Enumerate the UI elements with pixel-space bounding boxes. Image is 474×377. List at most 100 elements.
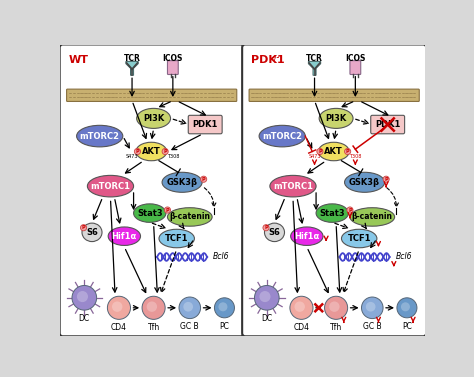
Circle shape xyxy=(81,225,87,231)
Circle shape xyxy=(219,302,228,311)
Polygon shape xyxy=(309,61,321,75)
Ellipse shape xyxy=(77,125,123,147)
Text: Tfh: Tfh xyxy=(330,323,342,332)
Text: Stat3: Stat3 xyxy=(137,208,163,218)
Text: β-catenin: β-catenin xyxy=(352,213,393,221)
Ellipse shape xyxy=(316,204,348,222)
Circle shape xyxy=(72,285,97,310)
Circle shape xyxy=(164,207,171,213)
FancyBboxPatch shape xyxy=(167,61,178,75)
Ellipse shape xyxy=(87,175,134,197)
Text: mTORC1: mTORC1 xyxy=(91,182,130,191)
Circle shape xyxy=(317,149,323,155)
Circle shape xyxy=(179,297,201,319)
Circle shape xyxy=(142,296,165,319)
Text: S6: S6 xyxy=(269,228,281,237)
Text: AKT: AKT xyxy=(142,147,161,156)
Ellipse shape xyxy=(162,172,202,192)
Ellipse shape xyxy=(341,229,377,248)
Text: P: P xyxy=(82,225,85,230)
FancyBboxPatch shape xyxy=(60,44,244,336)
Text: P: P xyxy=(348,207,352,213)
Text: PI3K: PI3K xyxy=(326,114,346,123)
Text: Tfh: Tfh xyxy=(147,323,160,332)
Text: ICOS: ICOS xyxy=(345,54,365,63)
Text: Bcl6: Bcl6 xyxy=(395,253,412,262)
FancyBboxPatch shape xyxy=(66,89,237,101)
Text: GSK3β: GSK3β xyxy=(166,178,198,187)
Ellipse shape xyxy=(350,208,395,226)
Circle shape xyxy=(325,296,347,319)
Text: GC B: GC B xyxy=(181,322,199,331)
Text: P: P xyxy=(264,225,268,230)
Text: Bcl6: Bcl6 xyxy=(213,253,229,262)
Text: P: P xyxy=(165,207,169,213)
Text: S473: S473 xyxy=(308,154,321,159)
Ellipse shape xyxy=(108,227,140,245)
Text: P: P xyxy=(318,149,322,154)
Text: P: P xyxy=(202,177,205,182)
FancyBboxPatch shape xyxy=(350,61,361,75)
Circle shape xyxy=(263,225,269,231)
Circle shape xyxy=(383,176,389,182)
Text: S473: S473 xyxy=(126,154,138,159)
Ellipse shape xyxy=(167,208,212,226)
Text: PC: PC xyxy=(402,322,412,331)
Circle shape xyxy=(347,207,353,213)
Text: WT: WT xyxy=(69,55,89,65)
Text: DC: DC xyxy=(79,314,90,323)
Ellipse shape xyxy=(159,229,194,248)
Polygon shape xyxy=(126,61,138,75)
Circle shape xyxy=(362,297,383,319)
Text: mTORC1: mTORC1 xyxy=(273,182,313,191)
Ellipse shape xyxy=(270,175,316,197)
Circle shape xyxy=(146,302,157,312)
Text: P: P xyxy=(384,177,388,182)
Ellipse shape xyxy=(136,142,167,161)
Circle shape xyxy=(112,302,122,312)
Ellipse shape xyxy=(319,108,353,129)
Text: TCR: TCR xyxy=(306,54,323,63)
Text: Hif1α: Hif1α xyxy=(112,232,137,241)
Text: PDK1: PDK1 xyxy=(375,120,401,129)
Circle shape xyxy=(259,291,271,302)
Text: PDK1: PDK1 xyxy=(192,120,218,129)
Ellipse shape xyxy=(82,223,102,242)
Circle shape xyxy=(77,291,88,302)
Ellipse shape xyxy=(137,108,171,129)
Ellipse shape xyxy=(345,172,384,192)
Text: ICOS: ICOS xyxy=(163,54,183,63)
Circle shape xyxy=(294,302,305,312)
Text: GC B: GC B xyxy=(363,322,382,331)
Text: T308: T308 xyxy=(349,154,362,159)
Circle shape xyxy=(290,296,313,319)
Text: P: P xyxy=(136,149,139,154)
Text: AKT: AKT xyxy=(324,147,343,156)
Text: T308: T308 xyxy=(167,154,179,159)
FancyBboxPatch shape xyxy=(188,115,222,134)
FancyBboxPatch shape xyxy=(249,89,419,101)
Text: GSK3β: GSK3β xyxy=(349,178,380,187)
Ellipse shape xyxy=(291,227,323,245)
Circle shape xyxy=(162,149,168,155)
Ellipse shape xyxy=(319,142,349,161)
Circle shape xyxy=(397,298,417,318)
FancyBboxPatch shape xyxy=(371,115,405,134)
Text: TCF1: TCF1 xyxy=(347,234,371,243)
Circle shape xyxy=(183,302,193,311)
Text: Hif1α: Hif1α xyxy=(294,232,319,241)
FancyBboxPatch shape xyxy=(242,44,426,336)
Text: CD4: CD4 xyxy=(293,323,310,332)
Text: Stat3: Stat3 xyxy=(319,208,345,218)
Text: β-catenin: β-catenin xyxy=(169,213,210,221)
Text: P: P xyxy=(164,149,167,154)
Text: PC: PC xyxy=(219,322,229,331)
Text: P: P xyxy=(346,149,349,154)
Circle shape xyxy=(255,285,279,310)
Circle shape xyxy=(201,176,207,182)
Circle shape xyxy=(134,149,140,155)
Text: PDK1: PDK1 xyxy=(251,55,285,65)
Circle shape xyxy=(345,149,351,155)
Text: mTORC2: mTORC2 xyxy=(262,132,302,141)
Circle shape xyxy=(108,296,130,319)
